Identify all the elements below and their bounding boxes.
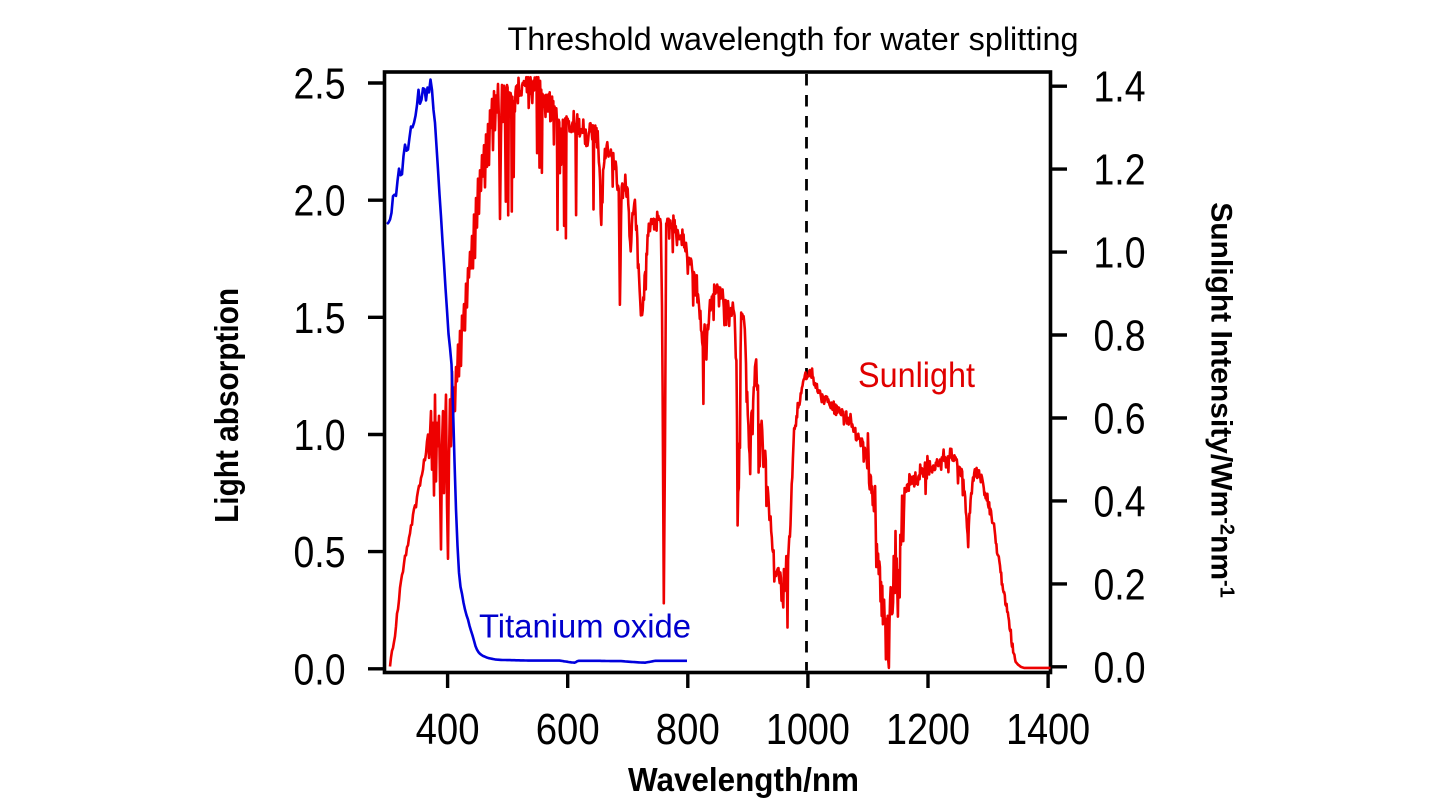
svg-text:0.0: 0.0: [1094, 643, 1146, 692]
svg-text:1.0: 1.0: [1094, 229, 1146, 278]
svg-text:Sunlight: Sunlight: [858, 356, 975, 395]
svg-text:600: 600: [536, 705, 600, 754]
svg-text:1200: 1200: [886, 705, 970, 754]
svg-text:1.0: 1.0: [294, 411, 346, 460]
svg-text:0.2: 0.2: [1094, 560, 1146, 609]
svg-text:1.5: 1.5: [294, 294, 346, 343]
svg-text:0.8: 0.8: [1094, 312, 1146, 361]
svg-text:800: 800: [656, 705, 720, 754]
svg-text:2.0: 2.0: [294, 177, 346, 226]
svg-text:1000: 1000: [766, 705, 850, 754]
svg-text:2.5: 2.5: [294, 60, 346, 109]
svg-text:Sunlight Intensity/Wm-2nm-1: Sunlight Intensity/Wm-2nm-1: [1205, 202, 1238, 598]
svg-text:0.6: 0.6: [1094, 395, 1146, 444]
svg-text:1.2: 1.2: [1094, 146, 1146, 195]
svg-text:1400: 1400: [1006, 705, 1090, 754]
svg-text:Threshold wavelength for water: Threshold wavelength for water splitting: [508, 21, 1079, 57]
svg-text:0.5: 0.5: [294, 528, 346, 577]
svg-text:Wavelength/nm: Wavelength/nm: [628, 761, 859, 798]
svg-text:Light absorption: Light absorption: [208, 288, 245, 523]
svg-text:1.4: 1.4: [1094, 63, 1146, 112]
svg-text:Titanium oxide: Titanium oxide: [479, 608, 691, 645]
svg-text:0.4: 0.4: [1094, 477, 1146, 526]
svg-text:0.0: 0.0: [294, 645, 346, 694]
svg-text:400: 400: [416, 705, 480, 754]
